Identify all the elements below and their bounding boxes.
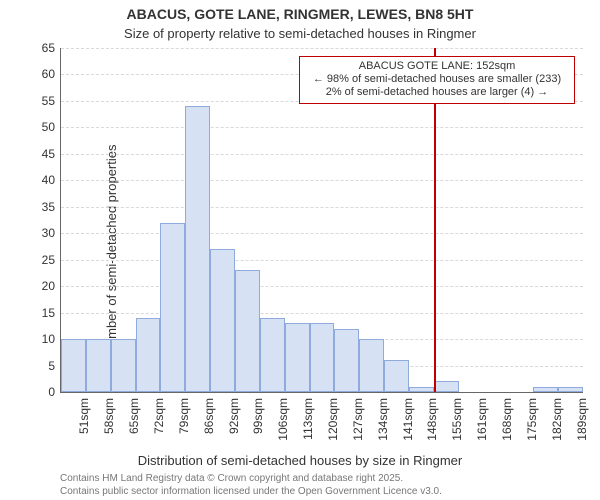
x-tick-label: 65sqm bbox=[127, 398, 141, 434]
grid-line bbox=[61, 233, 583, 234]
plot-area: 0510152025303540455055606551sqm58sqm65sq… bbox=[60, 48, 583, 393]
x-tick-label: 175sqm bbox=[525, 398, 539, 441]
annotation-box: ABACUS GOTE LANE: 152sqm← 98% of semi-de… bbox=[299, 56, 575, 104]
property-size-histogram: ABACUS, GOTE LANE, RINGMER, LEWES, BN8 5… bbox=[0, 0, 600, 500]
y-tick-label: 20 bbox=[27, 279, 55, 293]
x-tick-label: 127sqm bbox=[351, 398, 365, 441]
annotation-line: ← 98% of semi-detached houses are smalle… bbox=[306, 73, 568, 86]
x-tick-label: 51sqm bbox=[77, 398, 91, 434]
y-tick-label: 55 bbox=[27, 94, 55, 108]
y-tick-label: 60 bbox=[27, 67, 55, 81]
x-tick-label: 161sqm bbox=[475, 398, 489, 441]
x-axis-label: Distribution of semi-detached houses by … bbox=[0, 453, 600, 468]
y-tick-label: 15 bbox=[27, 306, 55, 320]
grid-line bbox=[61, 313, 583, 314]
x-tick-label: 86sqm bbox=[202, 398, 216, 434]
histogram-bar bbox=[285, 323, 310, 392]
y-tick-label: 50 bbox=[27, 120, 55, 134]
grid-line bbox=[61, 154, 583, 155]
x-tick-label: 106sqm bbox=[276, 398, 290, 441]
histogram-bar bbox=[86, 339, 111, 392]
histogram-bar bbox=[111, 339, 136, 392]
histogram-bar bbox=[185, 106, 210, 392]
y-tick-label: 0 bbox=[27, 385, 55, 399]
histogram-bar bbox=[160, 223, 185, 392]
x-tick-label: 99sqm bbox=[251, 398, 265, 434]
chart-subtitle: Size of property relative to semi-detach… bbox=[0, 26, 600, 41]
y-tick-label: 65 bbox=[27, 41, 55, 55]
grid-line bbox=[61, 260, 583, 261]
grid-line bbox=[61, 48, 583, 49]
y-tick-label: 25 bbox=[27, 253, 55, 267]
x-tick-label: 79sqm bbox=[177, 398, 191, 434]
histogram-bar bbox=[235, 270, 260, 392]
x-tick-label: 182sqm bbox=[550, 398, 564, 441]
x-tick-label: 134sqm bbox=[376, 398, 390, 441]
attribution-text: Contains HM Land Registry data © Crown c… bbox=[60, 473, 442, 498]
x-tick-label: 168sqm bbox=[500, 398, 514, 441]
histogram-bar bbox=[558, 387, 583, 392]
histogram-bar bbox=[533, 387, 558, 392]
grid-line bbox=[61, 207, 583, 208]
y-tick-label: 5 bbox=[27, 359, 55, 373]
y-tick-label: 45 bbox=[27, 147, 55, 161]
histogram-bar bbox=[359, 339, 384, 392]
grid-line bbox=[61, 127, 583, 128]
y-tick-label: 40 bbox=[27, 173, 55, 187]
x-tick-label: 58sqm bbox=[102, 398, 116, 434]
x-tick-label: 148sqm bbox=[425, 398, 439, 441]
y-tick-label: 30 bbox=[27, 226, 55, 240]
histogram-bar bbox=[409, 387, 434, 392]
x-tick-label: 141sqm bbox=[401, 398, 415, 441]
x-tick-label: 189sqm bbox=[575, 398, 589, 441]
chart-title: ABACUS, GOTE LANE, RINGMER, LEWES, BN8 5… bbox=[0, 6, 600, 22]
x-tick-label: 155sqm bbox=[450, 398, 464, 441]
grid-line bbox=[61, 286, 583, 287]
annotation-line: ABACUS GOTE LANE: 152sqm bbox=[306, 60, 568, 73]
histogram-bar bbox=[210, 249, 235, 392]
grid-line bbox=[61, 180, 583, 181]
histogram-bar bbox=[334, 329, 359, 393]
y-tick-label: 10 bbox=[27, 332, 55, 346]
annotation-line: 2% of semi-detached houses are larger (4… bbox=[306, 86, 568, 99]
histogram-bar bbox=[61, 339, 86, 392]
y-tick-label: 35 bbox=[27, 200, 55, 214]
histogram-bar bbox=[136, 318, 161, 392]
x-tick-label: 113sqm bbox=[301, 398, 315, 440]
x-tick-label: 92sqm bbox=[227, 398, 241, 434]
histogram-bar bbox=[434, 381, 459, 392]
x-tick-label: 72sqm bbox=[152, 398, 166, 434]
x-tick-label: 120sqm bbox=[326, 398, 340, 441]
histogram-bar bbox=[260, 318, 285, 392]
histogram-bar bbox=[310, 323, 335, 392]
histogram-bar bbox=[384, 360, 409, 392]
